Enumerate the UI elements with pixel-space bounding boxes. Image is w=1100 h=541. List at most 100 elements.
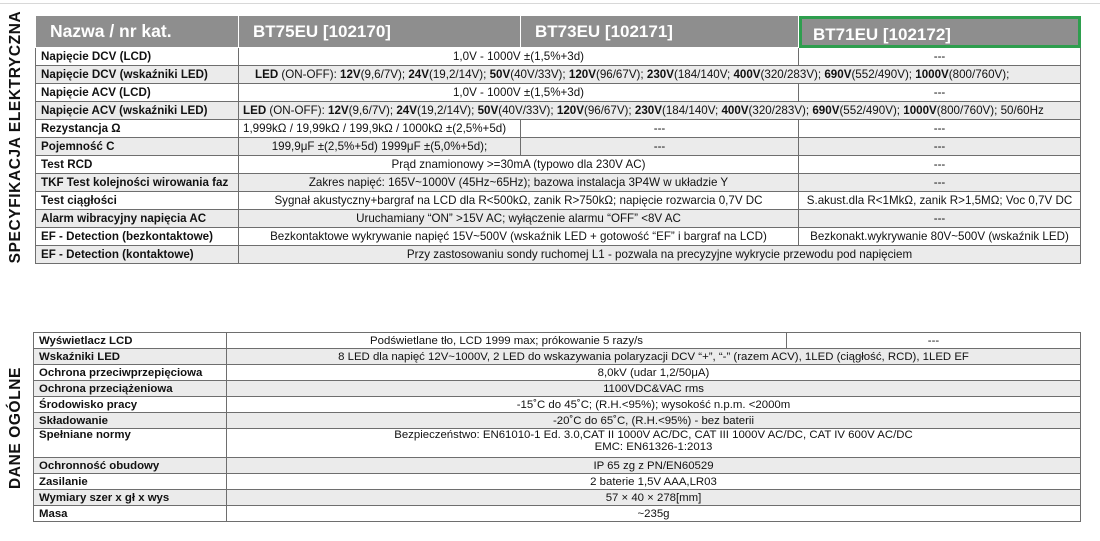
led-threshold-segment: (96/67V);	[583, 104, 635, 117]
table-row: EF - Detection (kontaktowe) Przy zastoso…	[35, 245, 1081, 264]
cell-value: IP 65 zg z PN/EN60529	[226, 457, 1081, 474]
table-row: Napięcie DCV (wskaźniki LED) LED (ON-OFF…	[35, 65, 1081, 84]
row-label: Ochrona przeciążeniowa	[33, 380, 227, 397]
row-label: Test RCD	[35, 155, 239, 174]
led-threshold-segment: (96/67V);	[595, 68, 647, 81]
led-threshold-segment: 400V	[733, 68, 761, 81]
table-row: Rezystancja Ω 1,999kΩ / 19,99kΩ / 199,9k…	[35, 119, 1081, 138]
table-row: Wskaźniki LED 8 LED dla napięć 12V~1000V…	[33, 348, 1081, 365]
led-threshold-segment: 230V	[634, 104, 662, 117]
led-threshold-segment: (320/283V);	[760, 68, 825, 81]
cell-value: 2 baterie 1,5V AAA,LR03	[226, 473, 1081, 490]
led-threshold-segment: (9,6/7V);	[360, 68, 409, 81]
row-label: Ochrona przeciwprzepięciowa	[33, 364, 227, 381]
table-row: Składowanie -20˚C do 65˚C, (R.H.<95%) - …	[33, 412, 1081, 429]
cell-value: Bezkontaktowe wykrywanie napięć 15V~500V…	[238, 227, 799, 246]
led-threshold-segment: 50V	[489, 68, 511, 81]
electrical-spec-table: Nazwa / nr kat. BT75EU [102170] BT73EU […	[35, 15, 1081, 264]
standards-line-2: EMC: EN61326-1:2013	[594, 441, 713, 453]
table-row: Ochrona przeciwprzepięciowa 8,0kV (udar …	[33, 364, 1081, 381]
table-row: Pojemność C 199,9μF ±(2,5%+5d) 1999μF ±(…	[35, 137, 1081, 156]
cell-value: 57 × 40 × 278[mm]	[226, 489, 1081, 506]
row-label: Zasilanie	[33, 473, 227, 490]
table-row: Wymiary szer x gł x wys 57 × 40 × 278[mm…	[33, 489, 1081, 506]
cell-value: 1,0V - 1000V ±(1,5%+3d)	[238, 47, 799, 66]
section-label-general: DANE OGÓLNE	[7, 367, 24, 489]
cell-value: Prąd znamionowy >=30mA (typowo dla 230V …	[238, 155, 799, 174]
cell-value: Sygnał akustyczny+bargraf na LCD dla R<5…	[238, 191, 799, 210]
cell-bt75: 199,9μF ±(2,5%+5d) 1999μF ±(5,0%+5d);	[238, 137, 521, 156]
table-row: Spełniane normy Bezpieczeństwo: EN61010-…	[33, 428, 1081, 458]
row-label: Spełniane normy	[33, 428, 227, 458]
section-label-electrical: SPECYFIKACJA ELEKTRYCZNA	[7, 10, 24, 264]
table-row: Ochronność obudowy IP 65 zg z PN/EN60529	[33, 457, 1081, 474]
table-row: TKF Test kolejności wirowania faz Zakres…	[35, 173, 1081, 192]
led-threshold-segment: (552/490V);	[839, 104, 904, 117]
led-threshold-segment: 12V	[328, 104, 349, 117]
led-threshold-segment: 12V	[340, 68, 361, 81]
table-row: Wyświetlacz LCD Podświetlane tło, LCD 19…	[33, 332, 1081, 349]
led-threshold-segment: 24V	[408, 68, 429, 81]
row-label: Składowanie	[33, 412, 227, 429]
general-spec-table: Wyświetlacz LCD Podświetlane tło, LCD 19…	[33, 332, 1081, 522]
model-bt71-highlighted: BT71EU [102172]	[798, 15, 1081, 48]
cell-bt71: ---	[798, 137, 1081, 156]
cell-value: Uruchamiany “ON” >15V AC; wyłączenie ala…	[238, 209, 799, 228]
table-row: Napięcie ACV (wskaźniki LED) LED (ON-OFF…	[35, 101, 1081, 120]
led-threshold-segment: (40V/33V);	[510, 68, 569, 81]
led-threshold-segment: (40V/33V);	[498, 104, 557, 117]
led-threshold-segment: 230V	[646, 68, 674, 81]
row-label: Środowisko pracy	[33, 396, 227, 413]
cell-value: -15˚C do 45˚C; (R.H.<95%); wysokość n.p.…	[226, 396, 1081, 413]
led-threshold-segment: (ON-OFF):	[266, 104, 329, 117]
row-label: Test ciągłości	[35, 191, 239, 210]
table-row: Środowisko pracy -15˚C do 45˚C; (R.H.<95…	[33, 396, 1081, 413]
row-label: Napięcie ACV (wskaźniki LED)	[35, 101, 239, 120]
table-row: Alarm wibracyjny napięcia AC Uruchamiany…	[35, 209, 1081, 228]
table-row: EF - Detection (bezkontaktowe) Bezkontak…	[35, 227, 1081, 246]
row-label: EF - Detection (kontaktowe)	[35, 245, 239, 264]
cell-value: 8 LED dla napięć 12V~1000V, 2 LED do wsk…	[226, 348, 1081, 365]
row-label: Napięcie ACV (LCD)	[35, 83, 239, 102]
model-bt75: BT75EU [102170]	[238, 15, 521, 48]
led-threshold-segment: 120V	[556, 104, 584, 117]
led-threshold-segment: (9,6/7V);	[348, 104, 397, 117]
cell-value: 1,0V - 1000V ±(1,5%+3d)	[238, 83, 799, 102]
cell-value: Zakres napięć: 165V~1000V (45Hz~65Hz); b…	[238, 173, 799, 192]
cell-bt71: ---	[798, 173, 1081, 192]
cell-value: 1100VDC&VAC rms	[226, 380, 1081, 397]
led-threshold-segment: LED	[255, 68, 279, 81]
led-threshold-segment: (320/283V);	[748, 104, 813, 117]
cell-value: Bezpieczeństwo: EN61010-1 Ed. 3.0,CAT II…	[226, 428, 1081, 458]
led-threshold-segment: (19,2/14V);	[416, 104, 478, 117]
row-label: Napięcie DCV (LCD)	[35, 47, 239, 66]
led-threshold-segment: 24V	[396, 104, 417, 117]
led-threshold-segment: (184/140V;	[661, 104, 722, 117]
row-label: Masa	[33, 505, 227, 522]
cell-value: LED (ON-OFF): 12V(9,6/7V); 24V(19,2/14V)…	[238, 101, 1081, 120]
led-threshold-segment: 50V	[477, 104, 499, 117]
table-row: Napięcie ACV (LCD) 1,0V - 1000V ±(1,5%+3…	[35, 83, 1081, 102]
cell-value: LED (ON-OFF): 12V(9,6/7V); 24V(19,2/14V)…	[238, 65, 1081, 84]
table-row: Masa ~235g	[33, 505, 1081, 522]
row-label: Ochronność obudowy	[33, 457, 227, 474]
header-row: Nazwa / nr kat. BT75EU [102170] BT73EU […	[35, 15, 1081, 48]
header-label: Nazwa / nr kat.	[35, 15, 239, 48]
table-row: Test RCD Prąd znamionowy >=30mA (typowo …	[35, 155, 1081, 174]
cell-bt71: Bezkonakt.wykrywanie 80V~500V (wskaźnik …	[798, 227, 1081, 246]
table-row: Zasilanie 2 baterie 1,5V AAA,LR03	[33, 473, 1081, 490]
table-row: Test ciągłości Sygnał akustyczny+bargraf…	[35, 191, 1081, 210]
led-threshold-segment: 690V	[812, 104, 840, 117]
led-threshold-segment: (800/760V);	[948, 68, 1010, 81]
model-bt73: BT73EU [102171]	[520, 15, 799, 48]
led-threshold-segment: 1000V	[915, 68, 949, 81]
row-label: TKF Test kolejności wirowania faz	[35, 173, 239, 192]
cell-value: Przy zastosowaniu sondy ruchomej L1 - po…	[238, 245, 1081, 264]
led-threshold-segment: (800/760V); 50/60Hz	[936, 104, 1044, 117]
cell-bt71: ---	[798, 119, 1081, 138]
row-label: Wyświetlacz LCD	[33, 332, 227, 349]
top-divider	[0, 3, 1100, 4]
led-threshold-segment: (552/490V);	[851, 68, 916, 81]
led-threshold-segment: (ON-OFF):	[278, 68, 341, 81]
led-threshold-segment: (184/140V;	[673, 68, 734, 81]
